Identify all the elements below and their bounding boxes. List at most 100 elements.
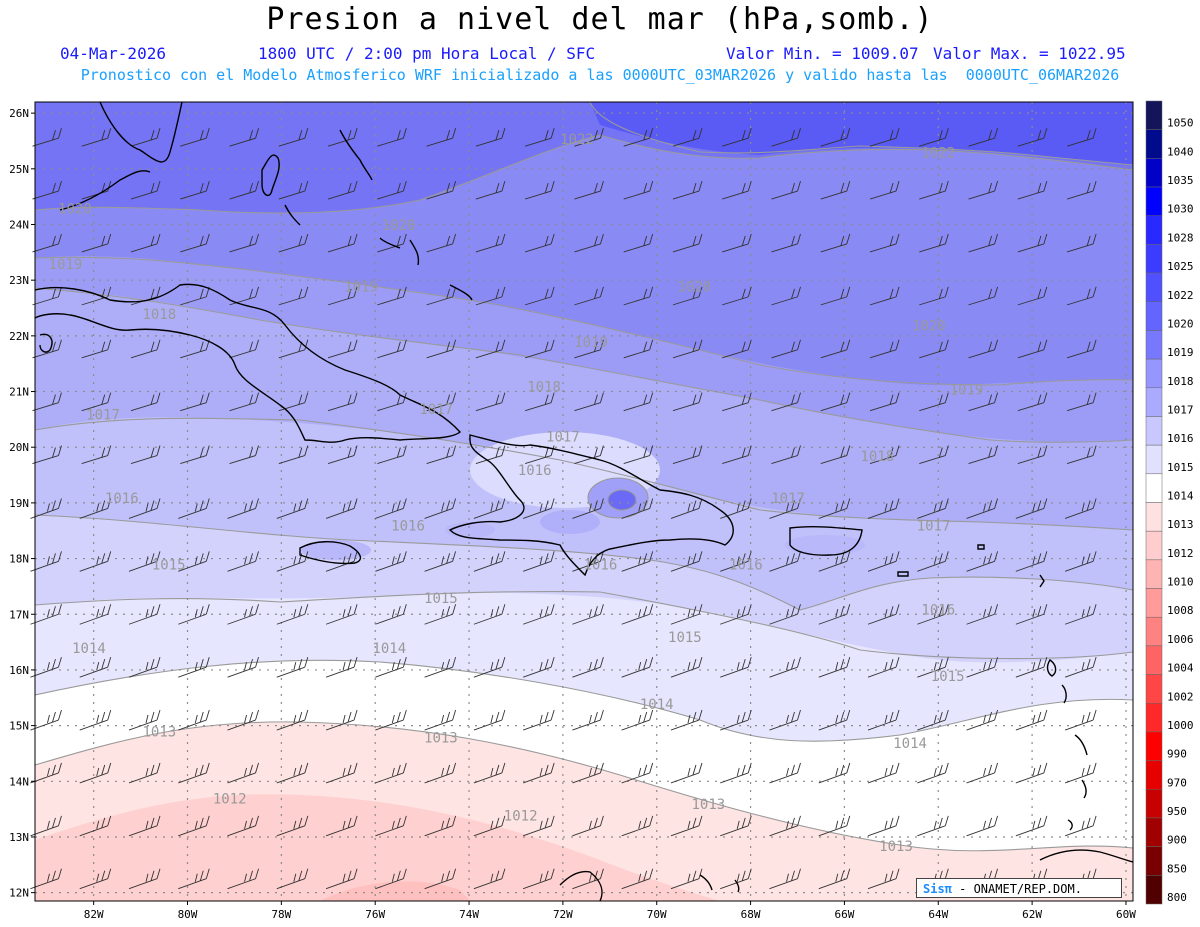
wind-barb <box>327 128 358 147</box>
wind-barb <box>377 128 407 147</box>
wind-barb <box>867 604 900 625</box>
lon-label: 76W <box>365 908 385 921</box>
contour-label: 1015 <box>424 591 458 607</box>
legend-label: 900 <box>1167 834 1187 847</box>
wind-barb <box>79 498 112 519</box>
lat-label: 18N <box>9 553 29 566</box>
wind-barb <box>525 286 555 306</box>
wind-barb <box>130 180 161 200</box>
wind-barb <box>769 604 801 625</box>
wind-barb <box>276 657 309 678</box>
wind-barb <box>670 762 703 784</box>
wind-barb <box>621 868 654 890</box>
wind-barb <box>623 445 654 464</box>
wind-barb <box>325 498 358 519</box>
legend-label: 1014 <box>1167 490 1194 503</box>
wind-barb <box>574 392 604 412</box>
wind-barb <box>572 604 604 625</box>
wind-barb <box>818 604 851 625</box>
wind-barb <box>966 551 999 572</box>
wind-barb <box>327 339 358 359</box>
contour-label: 1012 <box>213 792 247 808</box>
wind-barb <box>722 233 752 253</box>
wind-barb <box>869 128 900 147</box>
wind-barb <box>375 815 407 837</box>
wind-barb <box>424 709 457 731</box>
wind-barb <box>917 657 949 678</box>
wind-barb <box>917 498 949 519</box>
wind-barb <box>869 233 900 253</box>
wind-barb <box>869 445 900 464</box>
wind-barb <box>1015 709 1048 731</box>
wind-barb <box>327 392 358 412</box>
wind-barb <box>623 392 654 412</box>
lat-label: 15N <box>9 720 29 733</box>
wind-barb <box>722 339 752 359</box>
wind-barb <box>377 286 407 306</box>
contour-label: 1019 <box>574 335 608 351</box>
wind-barb <box>227 762 259 784</box>
wind-barb <box>229 286 259 306</box>
wind-barb <box>818 551 851 572</box>
wind-barb <box>720 815 752 837</box>
wind-barb <box>672 180 703 200</box>
wind-barb <box>722 445 752 464</box>
wind-barb <box>919 128 949 147</box>
wind-barb <box>227 604 259 625</box>
contour-label: 1018 <box>142 307 176 323</box>
wind-barb <box>769 868 801 890</box>
wind-barb <box>968 392 999 412</box>
wind-barb <box>1015 498 1048 519</box>
wind-barb <box>818 868 851 890</box>
wind-barb <box>377 180 407 200</box>
wind-barb <box>276 709 309 731</box>
wind-barb <box>327 445 358 464</box>
wind-barb <box>966 498 999 519</box>
contour-label: 1018 <box>527 380 561 396</box>
wind-barb <box>475 392 506 412</box>
wind-barb <box>130 233 161 253</box>
wind-barb <box>525 128 555 147</box>
wind-barb <box>276 604 309 625</box>
wind-barb <box>424 868 457 890</box>
wind-barb <box>276 868 309 890</box>
wind-barb <box>375 604 407 625</box>
wind-barb <box>424 551 457 572</box>
contour-label: 1022 <box>921 146 955 162</box>
lat-label: 14N <box>9 775 29 788</box>
wind-barb <box>1066 233 1097 253</box>
wind-barb <box>1064 604 1097 625</box>
legend-swatch <box>1145 731 1163 761</box>
wind-barb <box>81 392 112 412</box>
wind-barb <box>919 180 949 200</box>
wind-barb <box>180 233 210 253</box>
wind-barb <box>424 498 457 519</box>
wind-barb <box>670 868 703 890</box>
wind-barb <box>771 392 801 412</box>
wind-barb <box>178 551 210 572</box>
brand-logo: Sisπ <box>923 882 952 896</box>
wind-barb <box>227 868 259 890</box>
wind-barb <box>670 657 703 678</box>
wind-barb <box>769 815 801 837</box>
lat-label: 24N <box>9 218 29 231</box>
wind-barb <box>128 762 161 784</box>
legend-label: 1017 <box>1167 403 1194 416</box>
wind-barb <box>818 815 851 837</box>
wind-barb <box>1064 551 1097 572</box>
contour-label: 1016 <box>921 602 955 618</box>
wind-barb <box>818 762 851 784</box>
contour-label: 1019 <box>344 279 378 295</box>
wind-barb <box>1015 657 1048 678</box>
wind-barb <box>377 339 407 359</box>
wind-barb <box>128 815 161 837</box>
legend-label: 1019 <box>1167 346 1194 359</box>
wind-barb <box>621 604 654 625</box>
wind-barb <box>771 339 801 359</box>
wind-barb <box>473 657 506 678</box>
wind-barb <box>672 286 703 306</box>
legend-label: 1022 <box>1167 289 1194 302</box>
pressure-fill <box>35 102 1133 901</box>
contour-label: 1014 <box>893 736 927 752</box>
legend-swatch <box>1145 100 1163 130</box>
